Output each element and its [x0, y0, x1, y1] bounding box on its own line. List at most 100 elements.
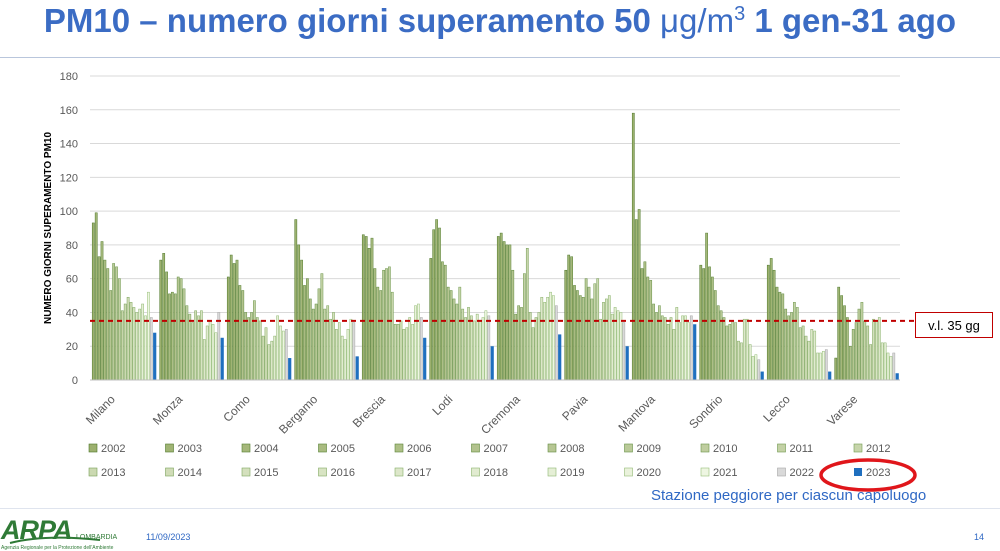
legend-swatch-2006: [394, 443, 404, 453]
bar-bergamo-2016: [335, 329, 338, 381]
y-tick-label: 20: [66, 341, 78, 353]
bar-bergamo-2015: [332, 312, 335, 381]
bar-bergamo-2010: [317, 288, 321, 381]
bar-bergamo-2022: [352, 322, 356, 381]
bar-cremona-2011: [523, 273, 526, 381]
x-tick-label: Lecco: [760, 392, 793, 425]
bar-monza-2023: [220, 337, 224, 380]
bar-varese-2012: [863, 320, 867, 381]
legend-swatch-2014: [165, 467, 174, 477]
bar-mantova-2007: [646, 276, 650, 381]
bar-pavia-2002: [564, 269, 568, 381]
bar-sondrio-2010: [722, 317, 726, 381]
bar-milano-2010: [115, 266, 118, 381]
x-tick-label: Varese: [824, 392, 860, 428]
bar-bergamo-2021: [349, 318, 353, 381]
bar-bergamo-2008: [311, 308, 315, 381]
legend-swatch-2003: [165, 443, 174, 453]
bar-mantova-2010: [655, 312, 658, 381]
bar-cremona-2003: [499, 232, 503, 381]
bar-monza-2006: [171, 291, 174, 381]
bar-sondrio-2002: [699, 264, 703, 381]
bar-varese-2006: [846, 317, 849, 381]
bar-sondrio-2012: [728, 324, 732, 381]
bar-cremona-2006: [508, 244, 512, 381]
bar-bergamo-2020: [346, 329, 350, 381]
bar-sondrio-2013: [731, 320, 735, 381]
bar-brescia-2010: [385, 268, 388, 381]
legend-swatch-2015: [241, 467, 251, 477]
logo-swoosh: [9, 536, 101, 544]
title-unit-sup: 3: [734, 3, 746, 25]
bar-lecco-2009: [787, 315, 790, 381]
bar-brescia-2019: [411, 324, 414, 381]
legend-label-2007: 2007: [484, 443, 508, 455]
bar-cremona-2023: [558, 334, 562, 380]
bar-mantova-2013: [663, 317, 667, 381]
bar-como-2003: [229, 254, 233, 381]
bar-varese-2014: [869, 344, 872, 381]
bar-lodi-2010: [452, 298, 456, 381]
page-number: 14: [974, 532, 985, 542]
bar-varese-2019: [883, 342, 887, 381]
bar-sondrio-2005: [708, 266, 711, 381]
bar-pavia-2013: [596, 278, 600, 381]
bar-lecco-2007: [781, 293, 785, 381]
x-tick-label: Cremona: [478, 392, 523, 437]
bar-cremona-2010: [520, 307, 523, 381]
bar-brescia-2014: [396, 324, 400, 381]
bar-varese-2004: [840, 295, 843, 381]
bar-monza-2017: [202, 339, 206, 381]
x-tick-label: Bergamo: [276, 392, 321, 437]
bar-bergamo-2006: [306, 278, 309, 381]
bar-milano-2014: [126, 296, 130, 381]
bar-pavia-2017: [607, 295, 611, 381]
bar-pavia-2020: [616, 310, 620, 381]
bar-como-2012: [255, 317, 259, 381]
highlight-ellipse: [819, 458, 917, 492]
bar-sondrio-2021: [754, 354, 758, 381]
bar-como-2021: [282, 330, 285, 381]
bar-brescia-2002: [361, 234, 365, 381]
bar-lecco-2003: [769, 258, 773, 381]
bar-bergamo-2018: [340, 335, 344, 381]
bar-lodi-2002: [429, 258, 433, 381]
bar-mantova-2015: [669, 317, 673, 381]
bar-lecco-2023: [828, 371, 832, 380]
bar-sondrio-2007: [713, 290, 717, 381]
bar-brescia-2018: [408, 317, 412, 381]
bar-mantova-2002: [631, 112, 635, 381]
bar-como-2019: [276, 315, 279, 381]
legend-label-2012: 2012: [866, 443, 890, 455]
bar-cremona-2022: [554, 305, 558, 381]
bar-pavia-2012: [593, 283, 597, 381]
bar-mantova-2005: [640, 268, 644, 381]
chart-caption: Stazione peggiore per ciascun capoluogo: [651, 487, 927, 504]
bar-cremona-2009: [517, 305, 520, 381]
bar-pavia-2016: [605, 298, 608, 381]
bar-monza-2013: [191, 322, 195, 381]
legend-swatch-2004: [241, 443, 251, 453]
bar-sondrio-2006: [711, 276, 714, 381]
logo-text: ARPA: [0, 515, 72, 545]
bar-como-2011: [253, 300, 256, 381]
legend-label-2013: 2013: [101, 467, 125, 479]
bar-monza-2021: [214, 332, 218, 381]
bar-lecco-2017: [810, 329, 814, 381]
bar-brescia-2015: [399, 320, 403, 381]
bar-varese-2010: [857, 308, 861, 381]
bar-brescia-2016: [402, 329, 406, 381]
bar-mantova-2023: [693, 324, 697, 380]
bar-lecco-2020: [819, 352, 822, 381]
bar-varese-2022: [892, 352, 896, 381]
bar-brescia-2006: [373, 268, 377, 381]
legend-label-2005: 2005: [331, 443, 355, 455]
bar-monza-2011: [185, 305, 189, 381]
bar-lodi-2018: [475, 313, 479, 381]
bar-brescia-2023: [423, 337, 427, 380]
bar-lecco-2016: [807, 340, 811, 381]
bar-milano-2019: [141, 303, 144, 381]
bar-milano-2013: [123, 303, 127, 381]
bar-monza-2003: [162, 253, 166, 381]
y-tick-label: 120: [60, 172, 78, 184]
